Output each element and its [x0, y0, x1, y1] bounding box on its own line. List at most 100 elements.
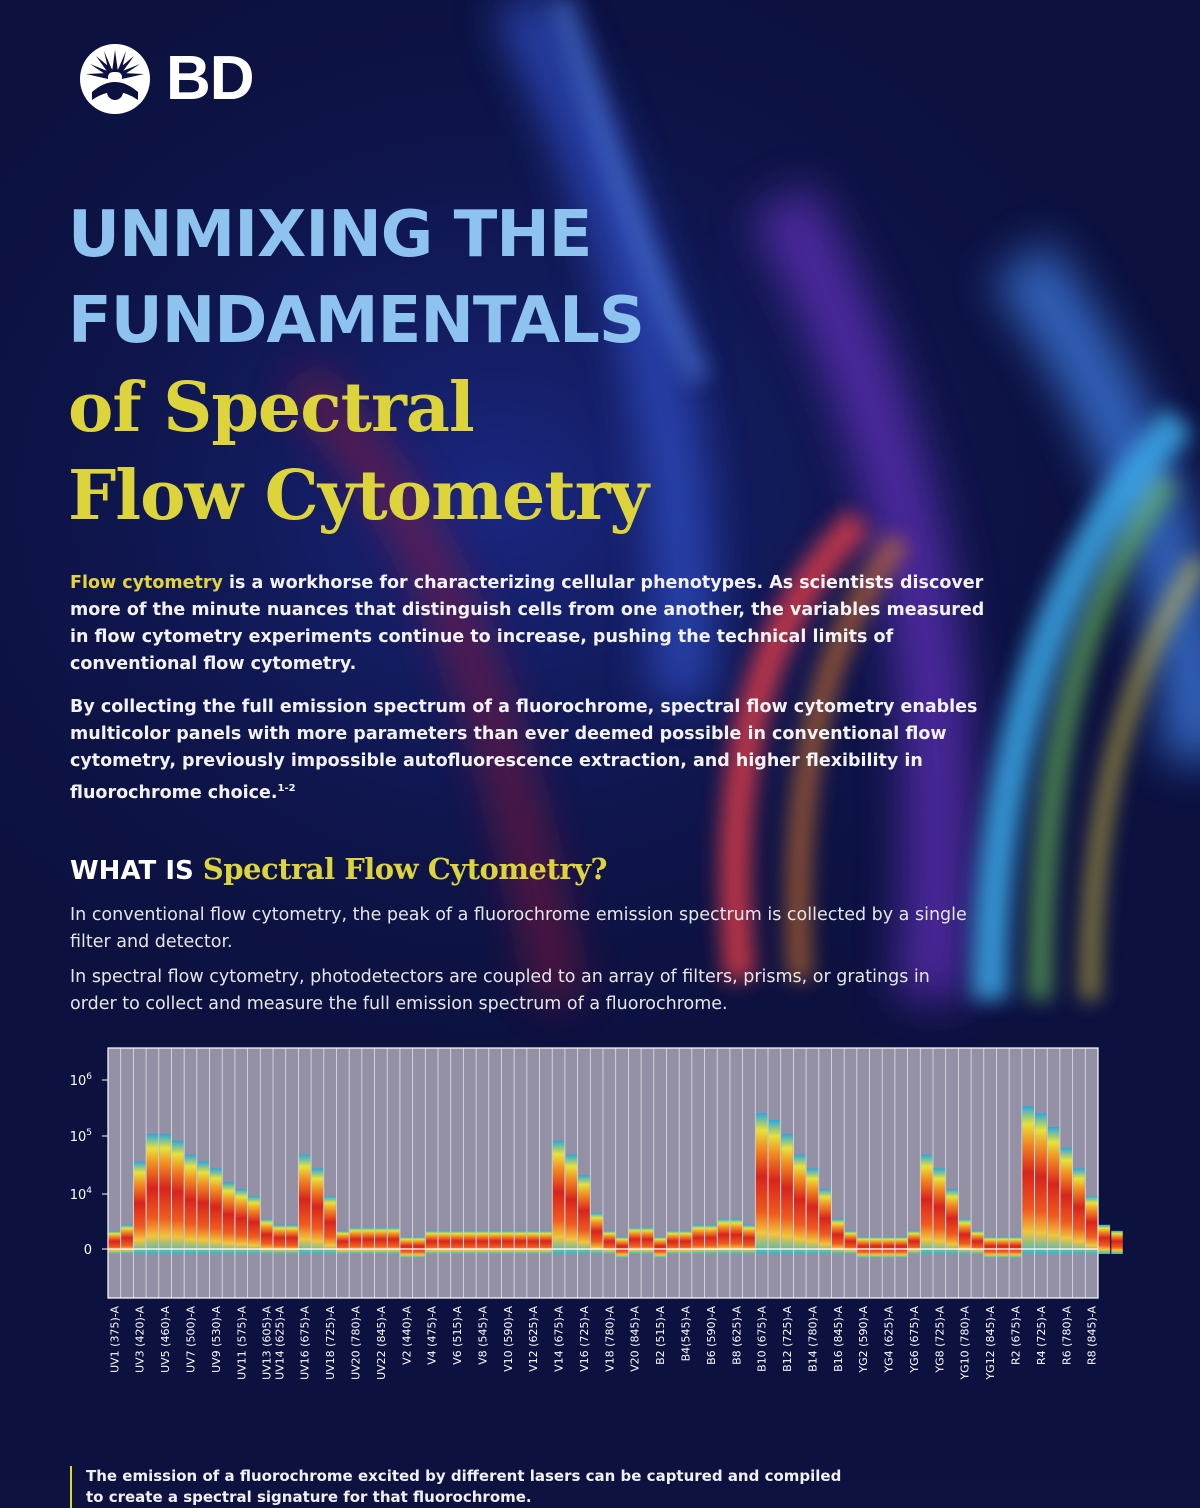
channel-signal-band [743, 1224, 755, 1254]
channel-signal-band [692, 1224, 704, 1254]
channel-signal-band [628, 1227, 641, 1254]
brand-logo: BD [78, 42, 255, 116]
channel-signal-band [273, 1224, 286, 1254]
plot-bands [108, 1106, 1123, 1258]
channel-signal-band [603, 1230, 616, 1254]
channel-signal-band [641, 1227, 654, 1254]
intro-paragraph-1: Flow cytometry is a workhorse for charac… [70, 570, 1000, 678]
channel-signal-band [324, 1196, 336, 1254]
channel-signal-band [476, 1230, 489, 1254]
channel-signal-band [1060, 1147, 1073, 1254]
channel-signal-band [438, 1230, 451, 1254]
x-tick-label: V8 (545)-A [476, 1306, 489, 1365]
channel-signal-band [984, 1236, 996, 1258]
channel-signal-band [425, 1230, 438, 1254]
x-tick-label: B10 (675)-A [756, 1306, 769, 1372]
channel-signal-band [210, 1168, 222, 1254]
x-tick-label: YG2 (590)-A [857, 1306, 870, 1374]
channel-signal-band [590, 1212, 603, 1254]
channel-signal-band [1022, 1106, 1034, 1254]
y-tick-label: 105 [70, 1128, 92, 1145]
channel-signal-band [705, 1224, 717, 1254]
x-tick-label: UV1 (375)-A [108, 1306, 121, 1373]
channel-signal-band [298, 1154, 311, 1254]
x-tick-label: YG10 (780)-A [959, 1306, 972, 1381]
x-axis: UV1 (375)-A UV3 (420)-A UV5 (460)-A UV7 (50… [108, 1306, 1098, 1381]
x-tick-label: B4(545)-A [680, 1306, 693, 1362]
channel-signal-band [832, 1218, 844, 1254]
x-tick-label: R6 (780)-A [1060, 1306, 1073, 1365]
channel-signal-band [997, 1236, 1009, 1258]
channel-signal-band [730, 1218, 743, 1254]
x-tick-label: UV3 (420)-A [134, 1306, 147, 1373]
channel-signal-band [578, 1175, 590, 1254]
channel-signal-band [654, 1236, 666, 1258]
x-tick-label: V14 (675)-A [553, 1306, 566, 1372]
channel-signal-band [260, 1218, 273, 1254]
channel-signal-band [1035, 1113, 1047, 1254]
channel-signal-band [375, 1227, 387, 1254]
x-tick-label: UV14 (625)-A [273, 1306, 286, 1380]
channel-signal-band [133, 1161, 146, 1254]
channel-signal-band [184, 1154, 197, 1254]
x-tick-label: YG4 (625)-A [883, 1306, 896, 1374]
channel-signal-band [1111, 1230, 1123, 1254]
channel-signal-band [121, 1224, 133, 1254]
channel-signal-band [552, 1140, 565, 1254]
x-tick-label: B2 (515)-A [654, 1306, 667, 1365]
intro-paragraph-2: By collecting the full emission spectrum… [70, 694, 1000, 807]
x-tick-label: V6 (515)-A [451, 1306, 464, 1365]
channel-signal-band [946, 1189, 958, 1254]
x-tick-label: B14 (780)-A [806, 1306, 819, 1372]
channel-signal-band [463, 1230, 476, 1254]
channel-signal-band [793, 1154, 806, 1254]
x-tick-label: UV9 (530)-A [210, 1306, 223, 1373]
channel-signal-band [895, 1236, 908, 1258]
channel-signal-band [362, 1227, 374, 1254]
channel-signal-band [311, 1168, 324, 1254]
x-tick-label: UV20 (780)-A [350, 1306, 363, 1380]
channel-signal-band [527, 1230, 539, 1254]
x-tick-label: B16 (845)-A [832, 1306, 845, 1372]
channel-signal-band [146, 1133, 159, 1254]
spectral-signature-chart: 106 105 104 0 UV1 (375)-A UV3 (420)-A UV5 (46… [70, 1047, 1123, 1381]
channel-signal-band [857, 1236, 869, 1258]
y-tick-label: 104 [70, 1186, 93, 1203]
bd-starburst-icon [80, 44, 150, 114]
channel-signal-band [958, 1218, 971, 1254]
channel-signal-band [337, 1230, 349, 1254]
channel-signal-band [781, 1133, 793, 1254]
channel-signal-band [108, 1231, 121, 1254]
channel-signal-band [413, 1236, 425, 1258]
channel-signal-band [387, 1227, 400, 1254]
x-tick-label: V18 (780)-A [603, 1306, 616, 1372]
channel-signal-band [1085, 1196, 1098, 1254]
channel-signal-band [755, 1113, 768, 1254]
x-tick-label: YG8 (725)-A [933, 1306, 946, 1374]
x-tick-label: YG12 (845)-A [984, 1306, 997, 1381]
channel-signal-band [222, 1182, 235, 1254]
x-tick-label: B8 (625)-A [730, 1306, 743, 1365]
channel-signal-band [159, 1133, 171, 1254]
channel-signal-band [197, 1161, 209, 1254]
intro-text-1: is a workhorse for characterizing cellul… [70, 573, 985, 674]
title-line-2: FUNDAMENTALS [68, 284, 645, 358]
section-heading-serif: Spectral Flow Cytometry? [202, 852, 608, 886]
x-tick-label: UV5 (460)-A [159, 1306, 172, 1373]
x-tick-label: UV7 (500)-A [185, 1306, 198, 1373]
intro-highlight: Flow cytometry [70, 573, 223, 593]
x-tick-label: V12 (625)-A [527, 1306, 540, 1372]
title-line-4: Flow Cytometry [68, 456, 649, 536]
x-tick-label: UV11 (575)-A [235, 1306, 248, 1380]
title-line-3: of Spectral [68, 368, 475, 448]
channel-signal-band [920, 1154, 933, 1254]
channel-signal-band [248, 1196, 260, 1254]
brand-name: BD [166, 44, 255, 113]
x-tick-label: V4 (475)-A [426, 1306, 439, 1365]
x-tick-label: UV18 (725)-A [324, 1306, 337, 1380]
channel-signal-band [882, 1236, 895, 1258]
x-tick-label: V20 (845)-A [629, 1306, 642, 1372]
chart-caption: The emission of a fluorochrome excited b… [70, 1466, 846, 1508]
y-tick-label: 106 [70, 1072, 93, 1089]
plot-grid [120, 1048, 1086, 1298]
